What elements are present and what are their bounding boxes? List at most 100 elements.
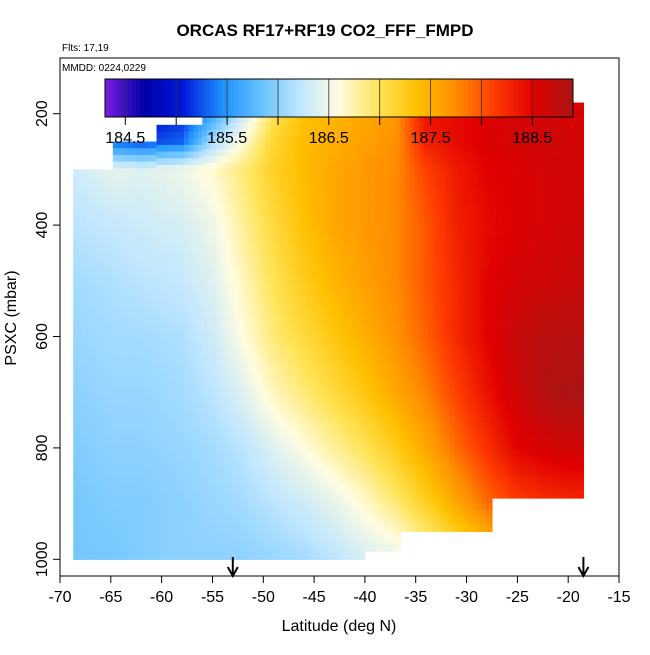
- heatmap-cell: [261, 129, 267, 137]
- heatmap-cell: [117, 435, 123, 443]
- heatmap-cell: [216, 463, 222, 471]
- heatmap-cell: [328, 436, 334, 445]
- heatmap-cell: [82, 276, 88, 284]
- heatmap-cell: [165, 525, 171, 534]
- heatmap-cell: [225, 423, 231, 431]
- heatmap-cell: [301, 149, 308, 157]
- heatmap-cell: [225, 323, 231, 331]
- heatmap-cell: [270, 389, 276, 398]
- heatmap-cell: [306, 296, 312, 304]
- heatmap-cell: [211, 222, 217, 231]
- heatmap-cell: [274, 503, 281, 511]
- heatmap-cell: [247, 423, 253, 431]
- heatmap-cell: [400, 470, 406, 478]
- heatmap-cell: [409, 202, 415, 211]
- heatmap-cell: [297, 436, 303, 445]
- heatmap-cell: [220, 309, 226, 318]
- heatmap-cell: [73, 537, 79, 545]
- heatmap-cell: [311, 283, 317, 291]
- heatmap-cell: [328, 336, 334, 344]
- heatmap-cell: [206, 329, 213, 338]
- heatmap-cell: [117, 362, 123, 370]
- heatmap-cell: [347, 222, 353, 231]
- heatmap-cell: [342, 356, 348, 364]
- heatmap-cell: [144, 495, 151, 504]
- heatmap-cell: [206, 256, 213, 264]
- heatmap-cell: [378, 496, 384, 505]
- heatmap-cell: [206, 550, 213, 558]
- heatmap-cell: [86, 176, 93, 184]
- heatmap-cell: [96, 530, 102, 538]
- heatmap-cell: [261, 122, 267, 130]
- heatmap-cell: [202, 162, 208, 170]
- heatmap-cell: [238, 423, 244, 431]
- heatmap-cell: [135, 281, 141, 290]
- heatmap-cell: [320, 530, 325, 538]
- heatmap-cell: [252, 483, 258, 491]
- heatmap-cell: [311, 336, 317, 344]
- heatmap-cell: [301, 369, 308, 378]
- heatmap-cell: [202, 436, 208, 445]
- heatmap-cell: [156, 505, 162, 514]
- heatmap-cell: [188, 231, 194, 240]
- heatmap-cell: [324, 249, 330, 257]
- heatmap-cell: [184, 291, 190, 300]
- heatmap-cell: [378, 269, 384, 277]
- heatmap-cell: [297, 162, 303, 170]
- heatmap-cell: [91, 557, 97, 560]
- heatmap-cell: [405, 222, 411, 231]
- heatmap-cell: [311, 537, 317, 545]
- heatmap-cell: [238, 550, 244, 558]
- heatmap-cell: [161, 405, 167, 413]
- heatmap-cell: [311, 196, 317, 204]
- heatmap-cell: [179, 191, 185, 199]
- heatmap-cell: [144, 449, 151, 457]
- heatmap-cell: [149, 154, 155, 163]
- heatmap-cell: [238, 416, 244, 424]
- heatmap-cell: [117, 529, 123, 537]
- heatmap-cell: [270, 516, 276, 525]
- heatmap-cell: [225, 182, 231, 191]
- heatmap-cell: [86, 410, 93, 418]
- heatmap-cell: [234, 436, 240, 445]
- heatmap-cell: [154, 275, 158, 283]
- heatmap-cell: [77, 450, 83, 458]
- heatmap-cell: [86, 336, 93, 344]
- heatmap-cell: [337, 376, 344, 384]
- heatmap-cell: [333, 242, 339, 251]
- heatmap-cell: [170, 278, 176, 286]
- heatmap-cell: [91, 316, 97, 324]
- heatmap-cell: [86, 456, 93, 465]
- heatmap-cell: [270, 242, 276, 251]
- heatmap-cell: [247, 289, 253, 297]
- heatmap-cell: [297, 423, 303, 431]
- heatmap-cell: [184, 392, 190, 400]
- heatmap-cell: [109, 222, 114, 231]
- heatmap-cell: [112, 281, 119, 290]
- heatmap-cell: [73, 363, 79, 371]
- heatmap-cell: [292, 229, 298, 237]
- heatmap-cell: [301, 416, 308, 424]
- heatmap-cell: [360, 450, 366, 458]
- heatmap-cell: [374, 376, 380, 384]
- heatmap-cell: [261, 229, 267, 237]
- heatmap-cell: [351, 236, 357, 244]
- heatmap-cell: [374, 516, 380, 525]
- heatmap-cell: [324, 189, 330, 197]
- heatmap-cell: [174, 519, 181, 527]
- heatmap-cell: [202, 135, 208, 144]
- heatmap-cell: [288, 416, 294, 424]
- heatmap-cell: [179, 445, 185, 453]
- heatmap-cell: [247, 476, 253, 485]
- heatmap-cell: [216, 503, 222, 511]
- heatmap-cell: [320, 189, 325, 197]
- heatmap-cell: [270, 416, 276, 424]
- heatmap-cell: [360, 129, 366, 137]
- heatmap-cell: [261, 550, 267, 558]
- heatmap-cell: [105, 376, 111, 384]
- heatmap-cell: [306, 222, 312, 231]
- heatmap-cell: [270, 202, 276, 211]
- heatmap-cell: [82, 423, 88, 431]
- heatmap-cell: [387, 135, 393, 144]
- heatmap-cell: [288, 122, 294, 130]
